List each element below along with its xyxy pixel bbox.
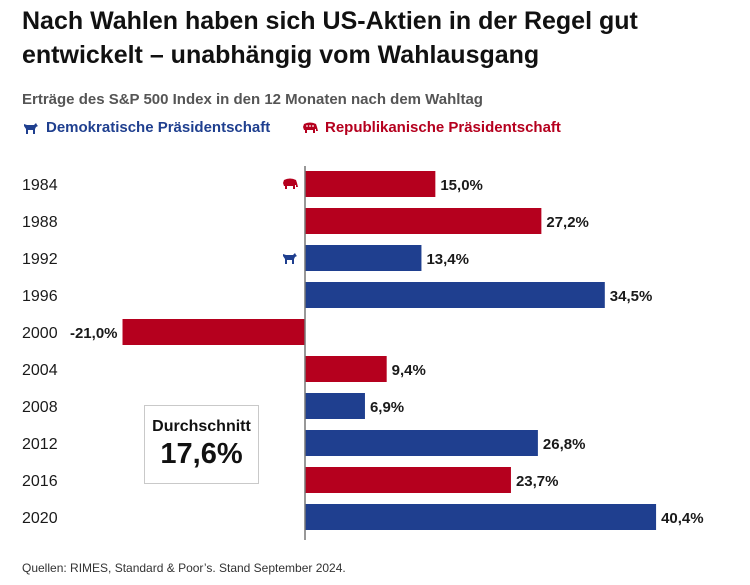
bar-2012	[305, 430, 538, 456]
value-label-1996: 34,5%	[610, 288, 653, 305]
value-label-1992: 13,4%	[426, 251, 469, 268]
bar-2004	[305, 356, 387, 382]
legend-democrat-label: Demokratische Präsidentschaft	[46, 119, 271, 136]
value-label-2004: 9,4%	[392, 362, 426, 379]
source-note: Quellen: RIMES, Standard & Poor’s. Stand…	[22, 561, 346, 575]
elephant-icon	[283, 178, 298, 189]
year-label-1996: 1996	[22, 288, 58, 305]
bar-1984	[305, 171, 436, 197]
value-label-2016: 23,7%	[516, 473, 559, 490]
legend-republican: Republikanische Präsidentschaft	[301, 119, 561, 136]
chart-title: Nach Wahlen haben sich US-Aktien in der …	[22, 7, 638, 69]
average-value: 17,6%	[160, 438, 243, 470]
value-label-1984: 15,0%	[440, 177, 483, 194]
chart-subtitle: Erträge des S&P 500 Index in den 12 Mona…	[22, 91, 483, 108]
bar-1996	[305, 282, 605, 308]
value-label-2008: 6,9%	[370, 399, 404, 416]
year-label-2000: 2000	[22, 325, 58, 342]
value-label-2020: 40,4%	[661, 510, 704, 527]
year-label-1992: 1992	[22, 251, 58, 268]
year-label-2012: 2012	[22, 436, 58, 453]
legend-republican-label: Republikanische Präsidentschaft	[325, 119, 561, 136]
bar-2008	[305, 393, 365, 419]
bar-2016	[305, 467, 511, 493]
average-box: Durchschnitt 17,6%	[144, 405, 259, 484]
value-label-1988: 27,2%	[546, 214, 589, 231]
donkey-icon	[283, 253, 297, 264]
bar-1988	[305, 208, 542, 234]
value-label-2000: -21,0%	[70, 325, 118, 342]
year-label-1988: 1988	[22, 214, 58, 231]
bar-2020	[305, 504, 657, 530]
year-label-1984: 1984	[22, 177, 58, 194]
year-label-2004: 2004	[22, 362, 58, 379]
bar-2000	[122, 319, 305, 345]
donkey-icon	[24, 122, 38, 134]
value-label-2012: 26,8%	[543, 436, 586, 453]
year-label-2020: 2020	[22, 510, 58, 527]
legend-democrat: Demokratische Präsidentschaft	[22, 119, 270, 136]
year-label-2008: 2008	[22, 399, 58, 416]
year-label-2016: 2016	[22, 473, 58, 490]
average-label: Durchschnitt	[152, 418, 251, 435]
elephant-icon	[303, 122, 318, 133]
bar-1992	[305, 245, 422, 271]
